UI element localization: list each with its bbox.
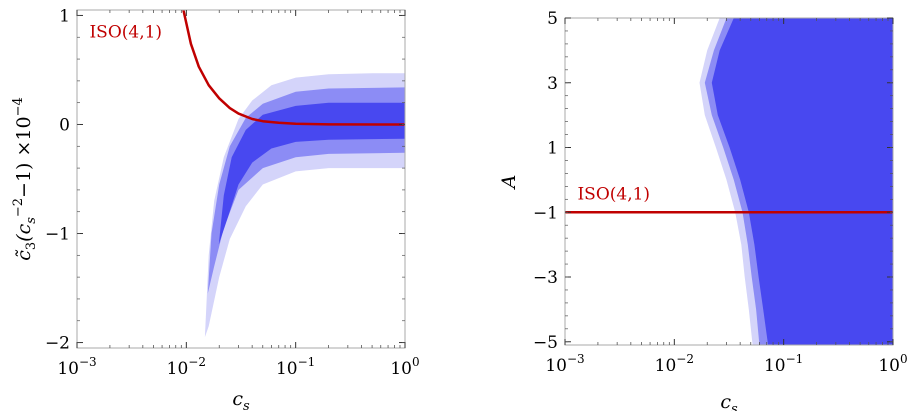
right-panel: 10−3 10−2 10−1 100 5 3 1 −1 −3 −5 ISO(4,1) cs A: [498, 9, 908, 411]
curve-annotation: ISO(4,1): [577, 184, 650, 204]
y-axis-title: c̃3(cs−2−1) ×10−4: [11, 97, 39, 261]
plot-area: [565, 18, 893, 345]
iso-curve: [182, 10, 405, 126]
y-tick-label: 5: [547, 9, 558, 29]
x-tick-label: 10−2: [655, 352, 694, 376]
x-tick-label: 10−3: [57, 355, 96, 379]
y-tick-label: −5: [533, 333, 558, 353]
y-tick-label: −1: [45, 225, 70, 245]
confidence-region-inner: [218, 102, 405, 245]
x-tick-label: 10−3: [545, 352, 584, 376]
confidence-region-inner: [711, 18, 893, 345]
y-tick-label: 1: [547, 139, 558, 159]
y-tick-label: 0: [59, 115, 70, 135]
plot-frame: [564, 17, 894, 346]
x-axis-title: cs: [232, 388, 250, 411]
y-axis-title: A: [498, 175, 520, 191]
x-tick-label: 10−2: [167, 355, 206, 379]
y-tick-label: 1: [59, 6, 70, 26]
plot-frame: [76, 9, 406, 349]
y-tick-label: −2: [45, 334, 70, 354]
x-tick-label: 100: [878, 352, 907, 376]
x-tick-label: 10−1: [764, 352, 803, 376]
plot-area: [182, 10, 405, 338]
x-axis-title: cs: [720, 391, 738, 411]
y-tick-label: −1: [533, 203, 558, 223]
left-panel: 10−3 10−2 10−1 100 −2 −1 0 1 ISO(4,1) cs c̃3(cs−2−…: [11, 6, 420, 411]
y-tick-label: 3: [547, 74, 558, 94]
curve-annotation: ISO(4,1): [89, 22, 162, 42]
y-tick-label: −3: [533, 268, 558, 288]
x-tick-label: 10−1: [276, 355, 315, 379]
x-tick-label: 100: [390, 355, 419, 379]
